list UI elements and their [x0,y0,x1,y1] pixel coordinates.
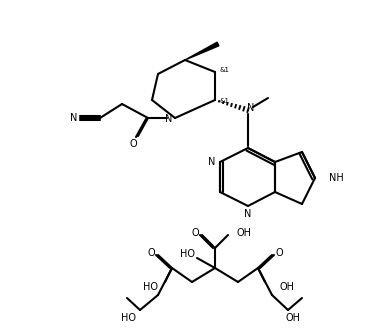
Text: N: N [70,113,78,123]
Text: OH: OH [279,282,294,292]
Polygon shape [185,42,219,60]
Text: N: N [165,114,173,124]
Text: O: O [129,139,137,149]
Text: NH: NH [329,173,344,183]
Text: &1: &1 [219,98,229,104]
Text: OH: OH [236,228,251,238]
Text: OH: OH [285,313,301,323]
Text: HO: HO [121,313,136,323]
Text: &1: &1 [219,67,229,73]
Text: N: N [244,209,252,219]
Text: O: O [147,248,155,258]
Text: O: O [191,228,199,238]
Text: HO: HO [180,249,195,259]
Text: O: O [275,248,283,258]
Text: N: N [247,103,255,113]
Text: HO: HO [142,282,157,292]
Text: N: N [208,157,216,167]
